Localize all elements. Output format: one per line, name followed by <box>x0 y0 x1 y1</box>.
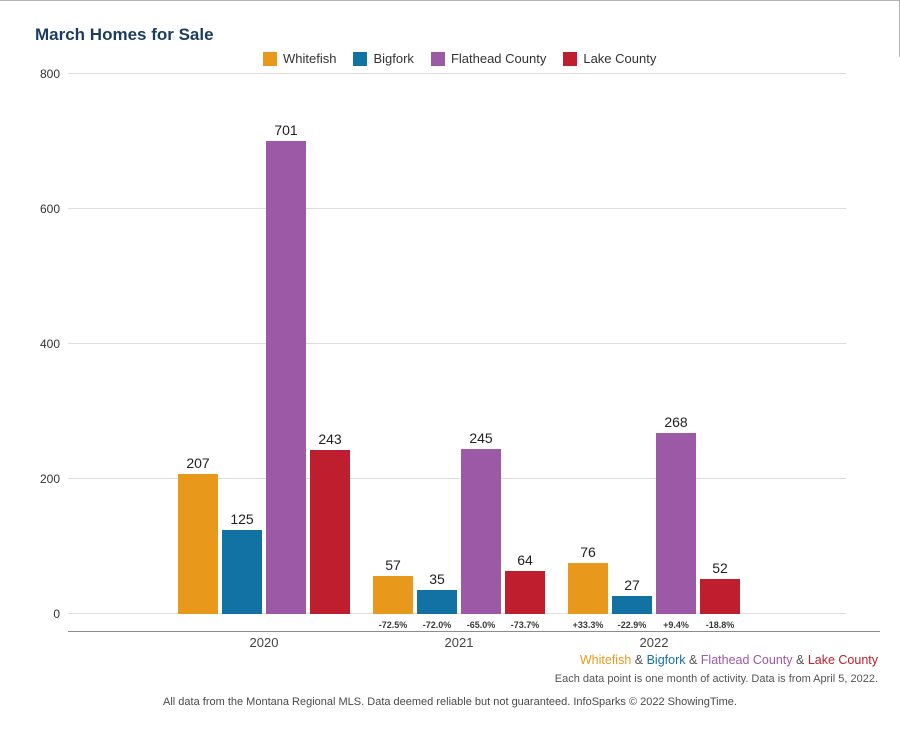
bar-slot-whitefish-2022: 76 +33.3% <box>568 543 608 630</box>
bar-value-label: 243 <box>318 431 342 447</box>
legend-item-lake-county: Lake County <box>563 51 656 66</box>
ampersand-separator: & <box>631 653 647 667</box>
bar-group-2020: 207 125 701 243 <box>178 122 350 614</box>
bar-whitefish-2022 <box>568 562 608 614</box>
chart-title: March Homes for Sale <box>35 25 214 44</box>
bar-lake-county-2022 <box>700 578 740 614</box>
bar-value-label: 245 <box>469 429 493 446</box>
bar-flathead-county-2022 <box>656 433 696 614</box>
ampersand-separator: & <box>792 653 808 667</box>
gridline-800 <box>68 73 846 74</box>
bar-flathead-county-2021 <box>461 448 501 614</box>
bar-slot-lake-county-2020: 243 <box>310 431 350 614</box>
legend-label: Flathead County <box>450 51 547 66</box>
gridline-600 <box>68 208 846 209</box>
bar-value-label: 27 <box>624 576 640 593</box>
y-tick-label-0: 0 <box>53 607 60 621</box>
footer-series-links: Whitefish & Bigfork & Flathead County & … <box>580 653 878 667</box>
y-tick-label-800: 800 <box>39 67 60 81</box>
bar-slot-bigfork-2020: 125 <box>222 511 262 614</box>
bar-bigfork-2021 <box>417 590 457 614</box>
pct-change-label: -18.8% <box>705 620 735 630</box>
bar-value-label: 64 <box>517 551 533 568</box>
bar-value-label: 701 <box>274 121 298 138</box>
pct-change-label: +33.3% <box>572 620 604 630</box>
footer-note-data-date: Each data point is one month of activity… <box>554 673 878 685</box>
bar-slot-flathead-county-2020: 701 <box>266 122 306 614</box>
gridline-200 <box>68 478 846 479</box>
legend-swatch-bigfork <box>353 51 368 66</box>
plot-area: 207 125 701 243 2020 57 -72.5% 35 -72.0% 245 -65.0… <box>68 73 846 650</box>
legend-item-bigfork: Bigfork <box>353 51 414 66</box>
footer-series-bigfork[interactable]: Bigfork <box>646 653 686 667</box>
x-axis-line <box>68 631 880 632</box>
bar-slot-bigfork-2022: 27 -22.9% <box>612 576 652 630</box>
bar-value-label: 268 <box>664 414 688 431</box>
bar-whitefish-2021 <box>373 575 413 614</box>
x-category-label-2020: 2020 <box>249 635 279 650</box>
bar-value-label: 76 <box>580 543 596 560</box>
y-axis: 0 200 400 600 800 <box>0 67 60 621</box>
pct-change-label: -22.9% <box>617 620 647 630</box>
legend-label: Lake County <box>583 51 657 66</box>
bar-value-label: 125 <box>230 510 254 527</box>
bar-value-label: 35 <box>429 571 445 588</box>
legend-swatch-flathead-county <box>430 51 445 66</box>
pct-change-label: -72.5% <box>378 620 408 630</box>
bar-group-2022: 76 +33.3% 27 -22.9% 268 +9.4% 52 -18.8% <box>568 414 740 630</box>
bar-value-label: 207 <box>186 455 210 472</box>
bar-lake-county-2020 <box>310 450 350 614</box>
gridline-400 <box>68 343 846 344</box>
legend-label: Whitefish <box>283 51 337 66</box>
bar-bigfork-2022 <box>612 595 652 614</box>
footer-series-flathead-county[interactable]: Flathead County <box>700 653 793 667</box>
bar-whitefish-2020 <box>178 474 218 614</box>
bar-group-2021: 57 -72.5% 35 -72.0% 245 -65.0% 64 -73.7% <box>373 429 545 630</box>
bar-slot-whitefish-2020: 207 <box>178 455 218 614</box>
legend-swatch-whitefish <box>263 51 277 66</box>
legend-swatch-lake-county <box>563 51 578 66</box>
x-category-label-2021: 2021 <box>444 635 474 650</box>
bar-value-label: 52 <box>712 559 728 576</box>
y-tick-label-600: 600 <box>39 202 60 216</box>
bar-slot-bigfork-2021: 35 -72.0% <box>417 571 457 630</box>
gridline-0 <box>68 613 846 614</box>
y-tick-label-200: 200 <box>39 472 60 486</box>
bar-slot-flathead-county-2022: 268 +9.4% <box>656 414 696 630</box>
bar-slot-lake-county-2022: 52 -18.8% <box>700 559 740 630</box>
pct-change-label: +9.4% <box>663 620 689 630</box>
bar-slot-flathead-county-2021: 245 -65.0% <box>461 429 501 630</box>
footer-series-whitefish[interactable]: Whitefish <box>579 653 632 667</box>
legend-item-flathead-county: Flathead County <box>430 51 547 66</box>
legend: Whitefish Bigfork Flathead County Lake Coun… <box>263 51 656 66</box>
bar-slot-whitefish-2021: 57 -72.5% <box>373 556 413 630</box>
pct-change-label: -72.0% <box>422 620 452 630</box>
bar-flathead-county-2020 <box>266 140 306 614</box>
bar-slot-lake-county-2021: 64 -73.7% <box>505 551 545 630</box>
footer-note-attribution: All data from the Montana Regional MLS. … <box>163 696 737 708</box>
footer-series-lake-county[interactable]: Lake County <box>807 653 878 667</box>
ampersand-separator: & <box>685 653 701 667</box>
pct-change-label: -65.0% <box>466 620 496 630</box>
legend-item-whitefish: Whitefish <box>263 51 336 66</box>
y-tick-label-400: 400 <box>39 337 60 351</box>
x-category-label-2022: 2022 <box>639 635 669 650</box>
legend-label: Bigfork <box>373 51 414 66</box>
bar-lake-county-2021 <box>505 570 545 614</box>
bar-value-label: 57 <box>385 556 401 573</box>
pct-change-label: -73.7% <box>510 620 540 630</box>
bar-bigfork-2020 <box>222 529 262 614</box>
